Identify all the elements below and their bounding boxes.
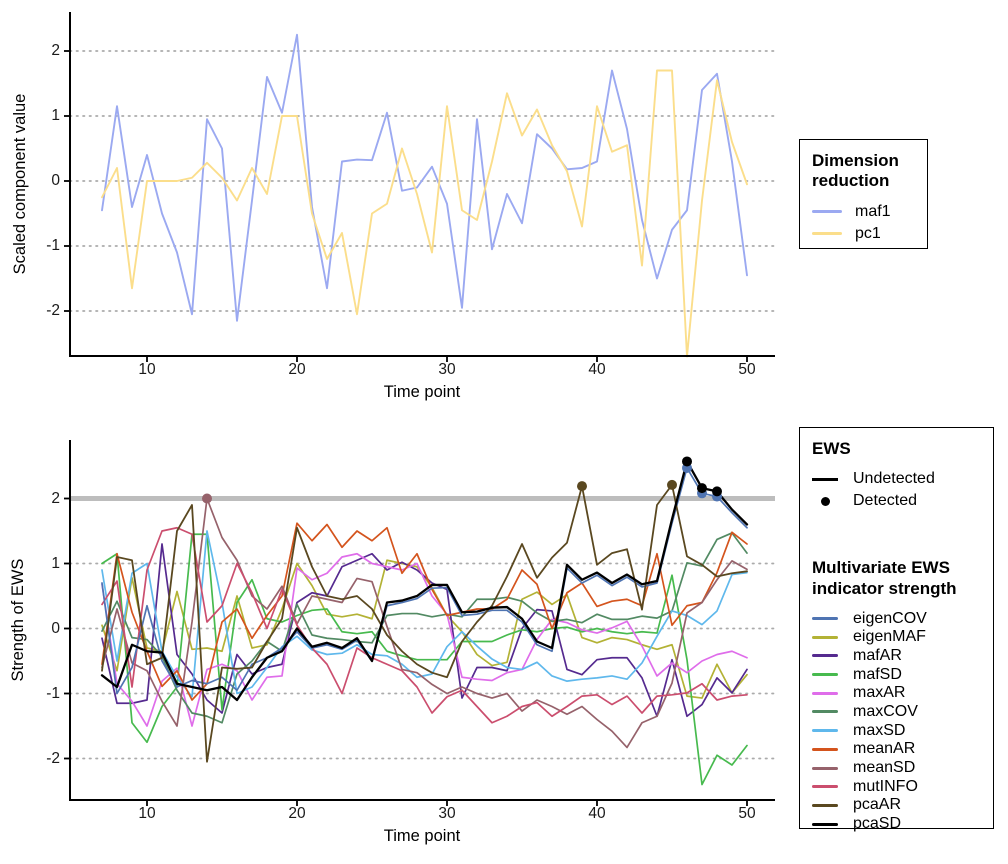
series-pc1-line xyxy=(101,69,748,358)
series-maxCOV-line xyxy=(101,532,748,724)
y-tick-label-bottom--1: -1 xyxy=(46,684,60,702)
bottom-x-axis-title: Time point xyxy=(383,827,461,845)
legend-item-detected: Detected xyxy=(812,490,981,512)
x-tick-label-bottom-20: 20 xyxy=(288,805,306,822)
ews-legend-title: EWS xyxy=(812,439,851,458)
eigenMAF-color-swatch-icon xyxy=(812,635,838,639)
legend-label-mafAR: mafAR xyxy=(853,646,902,664)
detected-point-meanSD-14 xyxy=(202,493,212,504)
legend-item-pcaAR: pcaAR xyxy=(812,796,981,815)
indicator-legend-items: eigenCOV eigenMAF mafAR mafSD maxAR maxCOV max… xyxy=(812,609,981,833)
series-meanSD-line xyxy=(101,497,748,749)
legend-item-meanSD: meanSD xyxy=(812,759,981,778)
indicator-legend-title: Multivariate EWS indicator strength xyxy=(812,558,957,598)
legend-label-pcaAR: pcaAR xyxy=(853,796,902,814)
series-mafAR-line xyxy=(101,543,748,718)
series-pcaAR-line xyxy=(101,483,748,763)
x-tick-label-top-40: 40 xyxy=(588,361,606,378)
legend-label-maxSD: maxSD xyxy=(853,721,906,739)
y-tick-label-bottom-0: 0 xyxy=(51,619,60,637)
legend-item-eigenMAF: eigenMAF xyxy=(812,628,981,647)
maxAR-color-swatch-icon xyxy=(812,691,838,695)
dimension-reduction-legend-items: maf1 pc1 xyxy=(812,201,915,245)
x-tick-label-top-20: 20 xyxy=(288,361,306,378)
ews-legend: EWS Undetected Detected Multivariate EWS… xyxy=(799,427,994,832)
undetected-line-icon xyxy=(812,478,838,481)
detected-point-pcaSD-46 xyxy=(682,456,692,467)
eigenCOV-color-swatch-icon xyxy=(812,617,838,621)
y-tick-label-bottom-2: 2 xyxy=(51,489,60,507)
legend-item-eigenCOV: eigenCOV xyxy=(812,609,981,628)
legend-label-maxAR: maxAR xyxy=(853,684,906,702)
legend-item-maxCOV: maxCOV xyxy=(812,703,981,722)
legend-label-maxCOV: maxCOV xyxy=(853,702,918,720)
x-tick-label-bottom-10: 10 xyxy=(138,805,156,822)
y-tick-label-top-2: 2 xyxy=(51,42,60,59)
series-mafSD-line xyxy=(101,533,748,786)
legend-item-maxSD: maxSD xyxy=(812,721,981,740)
mafSD-color-swatch-icon xyxy=(812,673,838,677)
legend-item-mutINFO: mutINFO xyxy=(812,777,981,796)
series-maxSD-line xyxy=(101,530,748,698)
x-tick-label-bottom-50: 50 xyxy=(738,805,756,822)
y-tick-label-top--1: -1 xyxy=(46,237,60,254)
legend-item-mafAR: mafAR xyxy=(812,647,981,666)
dimension-reduction-legend-title: Dimension reduction xyxy=(812,151,899,191)
meanAR-color-swatch-icon xyxy=(812,747,838,751)
maf1-color-swatch-icon xyxy=(812,210,842,214)
legend-label-maf1: maf1 xyxy=(855,202,891,220)
series-maxAR-line xyxy=(101,552,748,727)
legend-item-maxAR: maxAR xyxy=(812,684,981,703)
detected-point-pcaSD-47 xyxy=(697,483,707,494)
y-tick-label-top-0: 0 xyxy=(51,172,60,189)
y-tick-label-bottom-1: 1 xyxy=(51,554,60,572)
series-eigenCOV-line xyxy=(101,467,748,695)
x-tick-label-bottom-40: 40 xyxy=(588,805,606,822)
mafAR-color-swatch-icon xyxy=(812,654,838,658)
detected-point-pcaAR-39 xyxy=(577,481,587,492)
maxSD-color-swatch-icon xyxy=(812,729,838,733)
x-tick-label-bottom-30: 30 xyxy=(438,805,456,822)
legend-label-meanAR: meanAR xyxy=(853,740,916,758)
legend-item-pcaSD: pcaSD xyxy=(812,815,981,834)
series-pcaSD-line xyxy=(100,460,749,702)
legend-item-mafSD: mafSD xyxy=(812,665,981,684)
legend-item-pc1: pc1 xyxy=(812,223,915,245)
legend-item-undetected: Undetected xyxy=(812,468,981,490)
legend-label-meanSD: meanSD xyxy=(853,759,916,777)
series-mutINFO-line xyxy=(101,526,748,724)
x-tick-label-top-30: 30 xyxy=(438,361,456,378)
maxCOV-color-swatch-icon xyxy=(812,710,838,714)
pcaSD-color-swatch-icon xyxy=(812,822,838,826)
legend-item-meanAR: meanAR xyxy=(812,740,981,759)
legend-label-eigenMAF: eigenMAF xyxy=(853,628,926,646)
detected-dot-icon xyxy=(812,496,838,506)
undetected-label: Undetected xyxy=(853,470,935,488)
series-meanAR-line xyxy=(101,522,748,701)
legend-label-pcaSD: pcaSD xyxy=(853,815,902,833)
y-tick-label-top-1: 1 xyxy=(51,107,60,124)
legend-label-mutINFO: mutINFO xyxy=(853,777,918,795)
series-maf1-line xyxy=(101,33,748,322)
detected-label: Detected xyxy=(853,492,918,510)
legend-item-maf1: maf1 xyxy=(812,201,915,223)
pc1-color-swatch-icon xyxy=(812,232,842,236)
x-tick-label-top-50: 50 xyxy=(738,361,756,378)
legend-label-eigenCOV: eigenCOV xyxy=(853,609,927,627)
top-x-axis-title: Time point xyxy=(383,383,461,401)
dimension-reduction-legend: Dimension reduction maf1 pc1 xyxy=(799,139,928,249)
pcaAR-color-swatch-icon xyxy=(812,803,838,807)
y-tick-label-bottom--2: -2 xyxy=(46,749,60,767)
x-tick-label-top-10: 10 xyxy=(138,361,156,378)
detected-point-pcaSD-48 xyxy=(712,486,722,497)
legend-label-mafSD: mafSD xyxy=(853,665,902,683)
mutINFO-color-swatch-icon xyxy=(812,785,838,789)
detected-point-pcaAR-45 xyxy=(667,479,677,490)
legend-label-pc1: pc1 xyxy=(855,224,881,242)
y-tick-label-top--2: -2 xyxy=(46,302,60,319)
meanSD-color-swatch-icon xyxy=(812,766,838,770)
